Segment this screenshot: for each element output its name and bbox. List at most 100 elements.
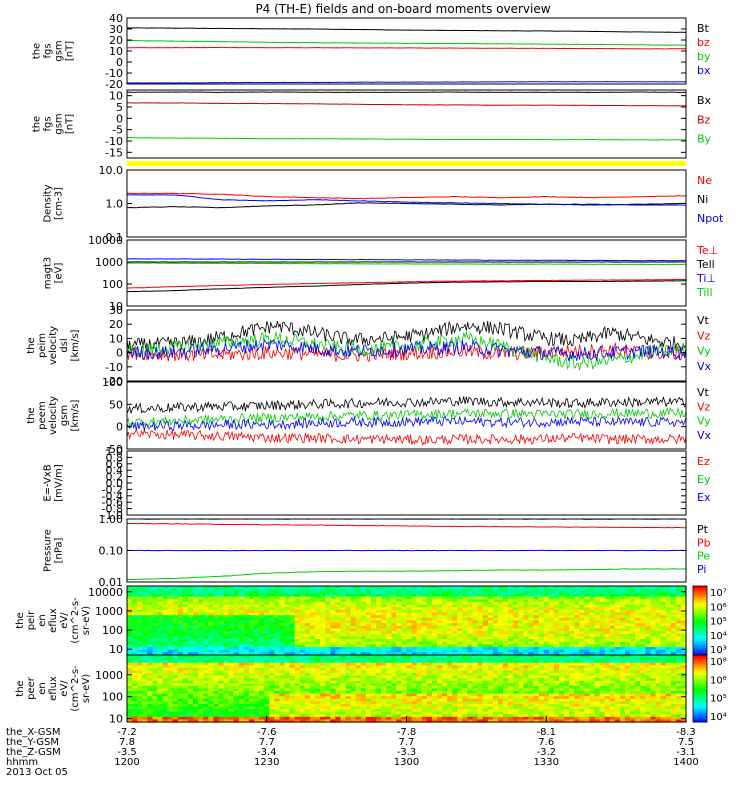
- heatmap-cell: [330, 631, 336, 635]
- heatmap-cell: [640, 609, 646, 614]
- heatmap-cell: [625, 609, 631, 614]
- heatmap-cell: [396, 657, 403, 661]
- heatmap-cell: [208, 591, 214, 595]
- heatmap-cell: [452, 633, 458, 638]
- heatmap-cell: [279, 588, 286, 592]
- heatmap-cell: [254, 691, 260, 695]
- heatmap-cell: [254, 593, 260, 598]
- heatmap-cell: [680, 615, 687, 619]
- heatmap-cell: [274, 703, 281, 708]
- heatmap-cell: [477, 698, 484, 702]
- heatmap-cell: [315, 604, 321, 608]
- heatmap-cell: [543, 620, 550, 624]
- heatmap-cell: [365, 631, 372, 635]
- heatmap-cell: [233, 667, 240, 672]
- heatmap-cell: [254, 709, 260, 713]
- heatmap-cell: [127, 701, 133, 705]
- heatmap-cell: [345, 609, 352, 614]
- heatmap-cell: [137, 693, 143, 697]
- heatmap-cell: [645, 631, 652, 635]
- heatmap-cell: [162, 599, 169, 603]
- heatmap-cell: [376, 596, 382, 600]
- heatmap-cell: [335, 628, 342, 632]
- heatmap-cell: [558, 628, 565, 632]
- heatmap-cell: [269, 693, 275, 697]
- heatmap-cell: [457, 591, 463, 595]
- heatmap-cell: [579, 586, 585, 590]
- heatmap-cell: [614, 612, 621, 616]
- heatmap-cell: [274, 662, 281, 666]
- heatmap-cell: [350, 698, 357, 702]
- heatmap-cell: [625, 628, 631, 632]
- heatmap-cell: [370, 599, 377, 603]
- heatmap-cell: [452, 709, 458, 713]
- heatmap-cell: [619, 588, 626, 592]
- heatmap-cell: [248, 593, 255, 598]
- heatmap-cell: [289, 696, 296, 700]
- heatmap-cell: [411, 655, 418, 659]
- heatmap-cell: [584, 593, 591, 598]
- heatmap-cell: [203, 623, 209, 627]
- heatmap-cell: [162, 716, 169, 721]
- heatmap-cell: [269, 660, 275, 664]
- heatmap-cell: [157, 657, 164, 661]
- heatmap-cell: [406, 698, 413, 702]
- colorbar-step: [693, 592, 707, 596]
- heatmap-cell: [279, 719, 286, 723]
- heatmap-cell: [609, 639, 616, 643]
- heatmap-cell: [299, 711, 306, 715]
- heatmap-cell: [289, 623, 296, 627]
- heatmap-cell: [381, 623, 387, 627]
- heatmap-cell: [472, 607, 479, 611]
- heatmap-cell: [147, 703, 154, 708]
- heatmap-cell: [411, 714, 418, 718]
- heatmap-cell: [650, 628, 657, 632]
- heatmap-cell: [208, 683, 214, 687]
- heatmap-cell: [421, 586, 428, 590]
- heatmap-cell: [325, 644, 331, 648]
- heatmap-cell: [365, 623, 372, 627]
- heatmap-cell: [472, 709, 479, 713]
- y-tick-label: 10: [109, 332, 123, 345]
- heatmap-cell: [223, 586, 230, 590]
- heatmap-cell: [147, 639, 154, 643]
- y-axis-label-line: Pressure: [43, 529, 54, 572]
- heatmap-cell: [630, 641, 636, 645]
- heatmap-cell: [132, 586, 138, 590]
- heatmap-cell: [218, 625, 225, 630]
- heatmap-cell: [233, 655, 240, 659]
- heatmap-cell: [127, 647, 133, 651]
- heatmap-cell: [680, 652, 687, 656]
- heatmap-cell: [381, 683, 387, 687]
- heatmap-cell: [584, 623, 591, 627]
- heatmap-cell: [243, 607, 250, 611]
- heatmap-cell: [640, 633, 646, 638]
- heatmap-cell: [228, 623, 235, 627]
- heatmap-cell: [152, 680, 159, 684]
- heatmap-cell: [269, 678, 275, 682]
- heatmap-cell: [579, 628, 585, 632]
- heatmap-cell: [167, 607, 174, 611]
- heatmap-cell: [304, 657, 311, 661]
- heatmap-cell: [233, 620, 240, 624]
- heatmap-cell: [350, 644, 357, 648]
- heatmap-cell: [259, 612, 265, 616]
- heatmap-cell: [406, 711, 413, 715]
- heatmap-cell: [594, 604, 601, 608]
- heatmap-cell: [304, 625, 311, 630]
- heatmap-cell: [370, 636, 377, 640]
- heatmap-cell: [299, 678, 306, 682]
- heatmap-cell: [198, 612, 204, 616]
- heatmap-cell: [213, 615, 220, 619]
- heatmap-cell: [233, 617, 240, 622]
- heatmap-cell: [152, 691, 159, 695]
- heatmap-cell: [279, 620, 286, 624]
- heatmap-cell: [289, 628, 296, 632]
- heatmap-cell: [421, 657, 428, 661]
- heatmap-cell: [127, 644, 133, 648]
- heatmap-cell: [238, 678, 245, 682]
- heatmap-cell: [345, 706, 352, 710]
- heatmap-cell: [665, 623, 672, 627]
- heatmap-cell: [401, 675, 408, 679]
- heatmap-cell: [594, 612, 601, 616]
